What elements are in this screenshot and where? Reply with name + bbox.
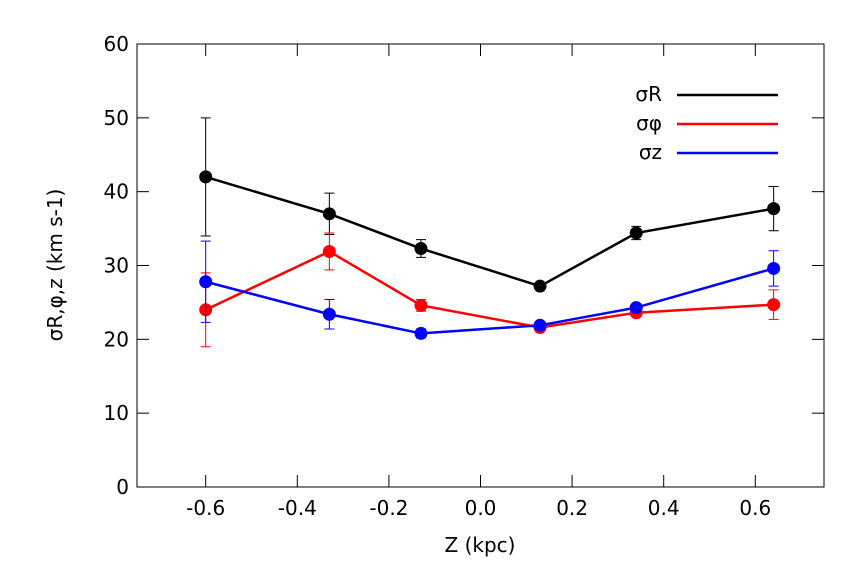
x-tick-label: 0.4 — [648, 496, 680, 520]
legend-label: σR — [635, 82, 662, 106]
data-point — [533, 318, 547, 332]
x-axis-label: Z (kpc) — [445, 533, 516, 557]
plot-frame — [136, 43, 825, 488]
data-point — [322, 307, 336, 321]
series-line — [205, 250, 774, 329]
x-tick-label: 0.0 — [465, 496, 497, 520]
x-tick-label: -0.6 — [186, 496, 225, 520]
series-line — [205, 267, 774, 335]
y-tick-label: 30 — [104, 254, 129, 278]
data-point — [767, 202, 781, 216]
y-tick-label: 40 — [104, 180, 129, 204]
y-axis-label: σR,φ,z (km s-1) — [43, 189, 67, 342]
data-point — [414, 326, 428, 340]
series-line — [205, 175, 774, 288]
legend-label: σφ — [636, 111, 662, 135]
data-point — [629, 226, 643, 240]
data-point — [414, 242, 428, 256]
y-tick-label: 0 — [116, 475, 129, 499]
data-point — [533, 279, 547, 293]
data-point — [322, 207, 336, 221]
x-tick-label: 0.2 — [556, 496, 588, 520]
x-tick-label: 0.6 — [739, 496, 771, 520]
data-point — [414, 298, 428, 312]
data-point — [199, 275, 213, 289]
y-tick-label: 10 — [104, 401, 129, 425]
data-point — [199, 170, 213, 184]
legend-label: σz — [639, 140, 662, 164]
x-tick-label: -0.4 — [278, 496, 317, 520]
y-tick-label: 50 — [104, 106, 129, 130]
data-point — [767, 261, 781, 275]
data-point — [629, 301, 643, 315]
y-tick-label: 20 — [104, 327, 129, 351]
x-tick-label: -0.2 — [369, 496, 408, 520]
data-point — [322, 244, 336, 258]
data-point — [767, 298, 781, 312]
y-tick-label: 60 — [104, 32, 129, 56]
